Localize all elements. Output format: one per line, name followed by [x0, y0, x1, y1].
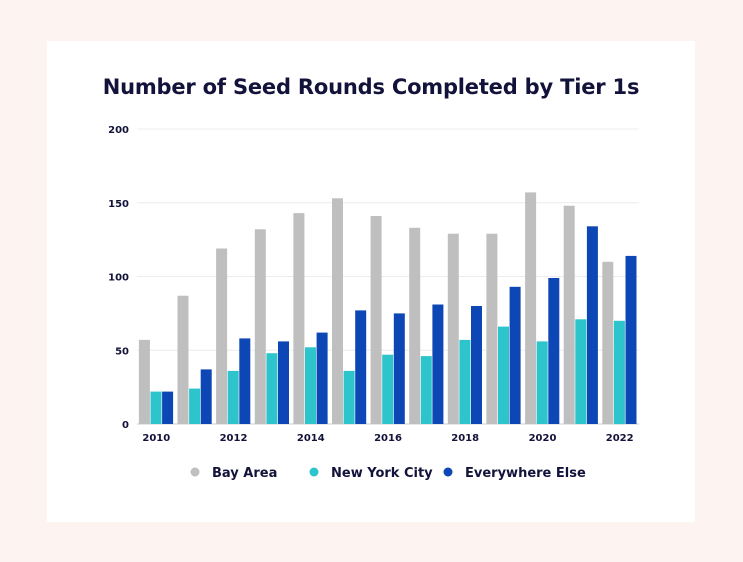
x-tick-label: 2016	[374, 433, 402, 444]
bar-new-york-city-2010	[150, 391, 162, 424]
bar-new-york-city-2011	[189, 388, 201, 424]
legend: Bay Area New York City Everywhere Else	[190, 466, 586, 481]
bar-bay-area-2021	[563, 205, 575, 424]
bar-everywhere-else-2014	[316, 332, 328, 424]
y-tick-label: 100	[108, 273, 129, 284]
bar-new-york-city-2019	[498, 326, 509, 424]
bar-everywhere-else-2020	[548, 278, 560, 424]
bar-everywhere-else-2019	[509, 286, 521, 424]
bar-new-york-city-2018	[459, 339, 471, 424]
bar-new-york-city-2017	[420, 356, 432, 424]
bar-bay-area-2017	[409, 227, 421, 424]
bar-everywhere-else-2015	[355, 310, 367, 424]
bar-everywhere-else-2017	[432, 304, 444, 424]
legend-marker-everywhere-else	[443, 467, 453, 477]
bar-bay-area-2014	[293, 213, 305, 424]
x-axis-ticks: 2010 2012 2014 2016 2018 2020 2022	[142, 433, 633, 444]
x-tick-label: 2020	[529, 433, 557, 444]
y-tick-label: 50	[115, 346, 129, 357]
legend-marker-new-york-city	[309, 467, 319, 477]
y-tick-label: 150	[108, 199, 129, 210]
bar-new-york-city-2012	[227, 370, 239, 424]
chart-title: Number of Seed Rounds Completed by Tier …	[102, 75, 640, 99]
x-tick-label: 2012	[220, 433, 248, 444]
bar-bay-area-2019	[486, 233, 498, 424]
bar-new-york-city-2020	[536, 341, 548, 424]
bar-new-york-city-2015	[343, 370, 355, 424]
x-tick-label: 2022	[606, 433, 634, 444]
x-tick-label: 2014	[297, 433, 325, 444]
bar-new-york-city-2016	[382, 354, 394, 424]
bar-bay-area-2013	[254, 229, 266, 424]
legend-label-everywhere-else: Everywhere Else	[465, 466, 586, 481]
bar-bay-area-2010	[138, 339, 150, 424]
bar-new-york-city-2022	[613, 320, 625, 425]
bar-everywhere-else-2016	[393, 313, 405, 424]
bar-bay-area-2012	[216, 248, 228, 424]
bar-bay-area-2022	[602, 261, 614, 425]
y-axis-ticks: 0 50 100 150 200	[108, 125, 129, 431]
bar-bay-area-2018	[447, 233, 459, 424]
bar-bay-area-2011	[177, 295, 189, 424]
bar-everywhere-else-2013	[278, 341, 289, 424]
y-tick-label: 200	[108, 125, 129, 136]
bar-bay-area-2015	[332, 198, 343, 424]
bar-new-york-city-2021	[575, 319, 587, 424]
bar-everywhere-else-2010	[162, 391, 174, 424]
bar-new-york-city-2014	[305, 347, 316, 424]
bar-bay-area-2020	[525, 192, 537, 424]
chart-card: Number of Seed Rounds Completed by Tier …	[47, 41, 695, 522]
x-tick-label: 2010	[142, 433, 170, 444]
y-tick-label: 0	[122, 420, 129, 431]
legend-label-new-york-city: New York City	[331, 466, 433, 481]
x-tick-label: 2018	[451, 433, 479, 444]
bar-everywhere-else-2021	[586, 226, 598, 424]
legend-label-bay-area: Bay Area	[212, 466, 277, 481]
bar-everywhere-else-2018	[471, 306, 482, 424]
chart-plot: 0 50 100 150 200 2010 2012 2014 2016 2018 2020 202…	[108, 125, 639, 481]
bar-everywhere-else-2011	[200, 369, 212, 424]
bar-new-york-city-2013	[266, 353, 278, 424]
bars	[138, 192, 637, 425]
bar-everywhere-else-2012	[239, 338, 251, 424]
legend-marker-bay-area	[190, 467, 200, 477]
bar-bay-area-2016	[370, 216, 382, 424]
bar-everywhere-else-2022	[625, 255, 637, 424]
